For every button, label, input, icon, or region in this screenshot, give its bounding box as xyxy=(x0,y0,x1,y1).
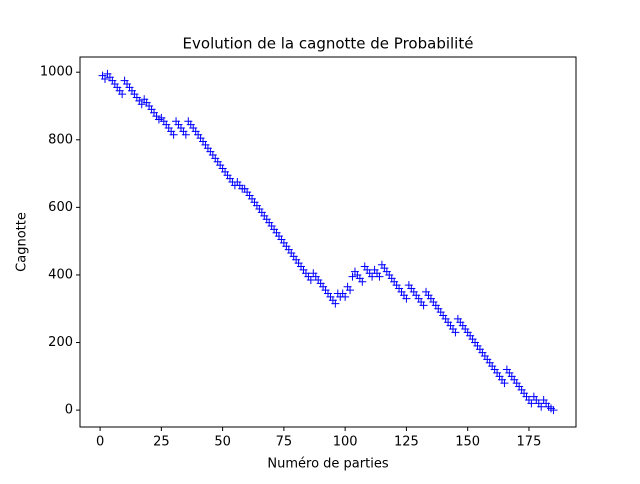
marker xyxy=(549,406,558,415)
marker xyxy=(527,399,536,408)
marker xyxy=(306,276,315,285)
marker xyxy=(181,130,190,139)
chart-title: Evolution de la cagnotte de Probabilité xyxy=(183,35,474,53)
x-tick-label: 125 xyxy=(394,435,419,450)
marker xyxy=(341,292,350,301)
y-axis-label: Cagnotte xyxy=(15,212,30,272)
x-tick-label: 175 xyxy=(517,435,542,450)
marker xyxy=(419,301,428,310)
y-tick-label: 200 xyxy=(48,335,73,350)
y-tick-label: 1000 xyxy=(40,65,73,80)
y-tick-label: 800 xyxy=(48,132,73,147)
x-tick-label: 150 xyxy=(455,435,480,450)
marker xyxy=(451,328,460,337)
marker xyxy=(500,379,509,388)
marker xyxy=(537,402,546,411)
marker xyxy=(358,277,367,286)
x-tick-label: 75 xyxy=(276,435,293,450)
y-tick-label: 400 xyxy=(48,267,73,282)
marker xyxy=(118,90,127,99)
y-tick-label: 0 xyxy=(65,403,73,418)
marker xyxy=(137,100,146,109)
x-tick-label: 100 xyxy=(333,435,358,450)
marker xyxy=(346,286,355,295)
plot-frame xyxy=(79,56,577,428)
marker xyxy=(402,294,411,303)
marker xyxy=(331,299,340,308)
x-tick-label: 25 xyxy=(153,435,170,450)
x-axis-label: Numéro de parties xyxy=(267,457,388,472)
marker xyxy=(100,74,109,83)
marker xyxy=(375,272,384,281)
y-tick-label: 600 xyxy=(48,200,73,215)
marker xyxy=(348,272,357,281)
marker xyxy=(169,130,178,139)
x-tick-label: 50 xyxy=(214,435,231,450)
marker xyxy=(368,272,377,281)
x-tick-label: 0 xyxy=(96,435,104,450)
